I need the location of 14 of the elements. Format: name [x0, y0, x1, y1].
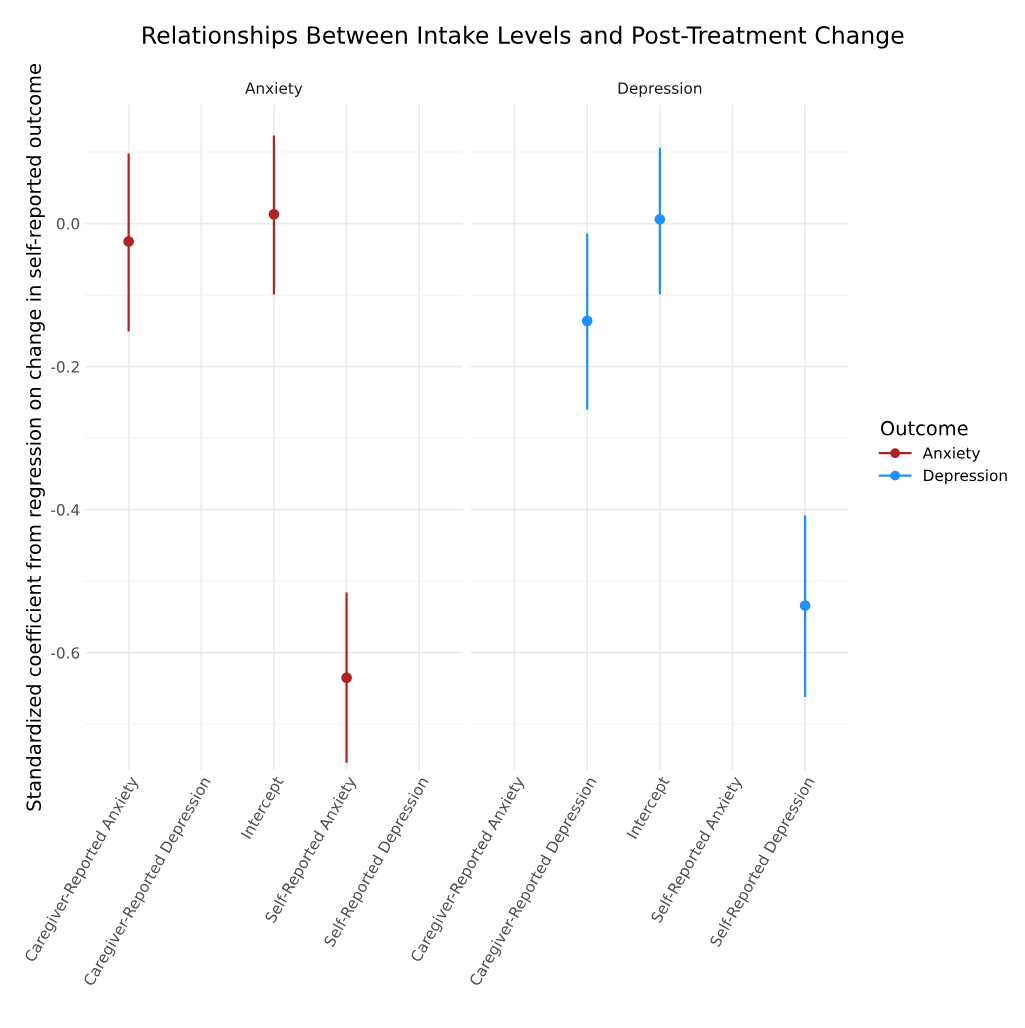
point: [268, 208, 280, 220]
y-tick-label: -0.4: [51, 504, 80, 516]
point: [341, 672, 352, 684]
y-tick-label: -0.6: [51, 647, 80, 659]
chart-subtitle: Anxiety: [245, 82, 303, 97]
y-tick-label: -0.2: [51, 361, 79, 373]
point: [123, 236, 135, 247]
legend-title: Outcome: [880, 420, 968, 436]
text: Relationships Between Intake Levels and Post-Treatment Change: [143, 25, 904, 49]
chart-subtitle: Depression: [618, 82, 702, 97]
legend-label: Depression: [924, 469, 1007, 485]
y-axis-title: Standardized coefficient from regression on change in self-reported outcome: [26, 64, 45, 811]
legend-label: Anxiety: [922, 446, 981, 462]
y-tick-label: 0.0: [56, 218, 80, 230]
